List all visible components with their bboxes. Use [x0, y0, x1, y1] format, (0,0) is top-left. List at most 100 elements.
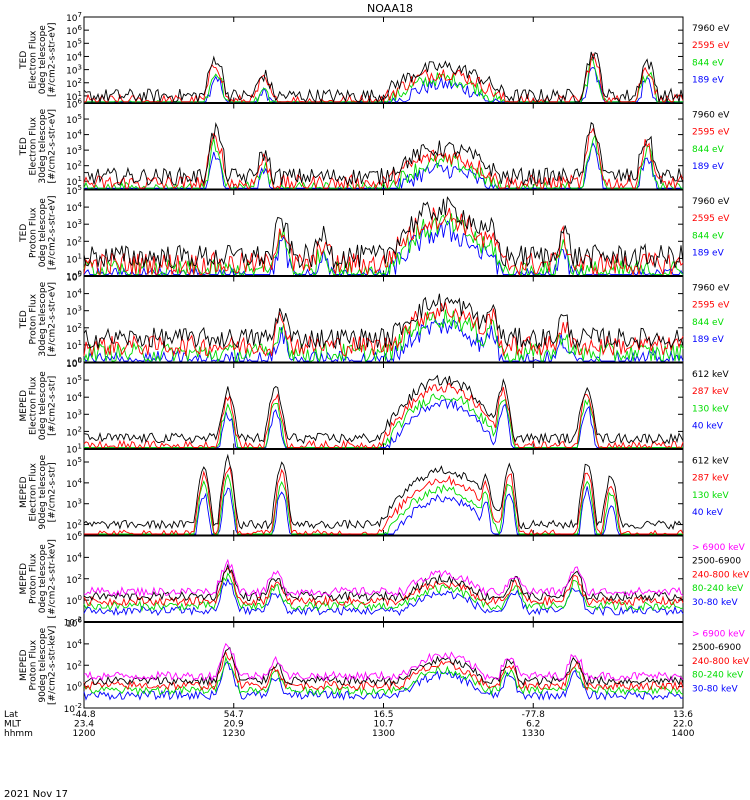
- legend-entry: 7960 eV: [692, 197, 730, 207]
- y-axis-label-line: 0deg telescope: [38, 371, 48, 441]
- series-line-red: [83, 651, 684, 692]
- y-tick-label: 107: [66, 11, 82, 24]
- legend-entry: 612 keV: [692, 457, 729, 467]
- legend-entry: > 6900 keV: [692, 630, 746, 640]
- panel-2: 101 102 103 104 105 106 TED Electron Flux 30deg …: [19, 98, 730, 190]
- legend-entry: 844 eV: [692, 145, 725, 155]
- y-tick-label: 104: [66, 638, 82, 651]
- x-tick-label: 1330: [522, 729, 545, 739]
- legend-entry: 2595 eV: [692, 41, 730, 51]
- y-tick-label: 104: [66, 50, 82, 63]
- y-tick-label: 101: [66, 90, 82, 103]
- panel-3: 100 101 102 103 104 105 TED Proton Flux 0deg tel…: [19, 184, 731, 283]
- y-tick-label: 105: [66, 37, 82, 50]
- y-axis-label-line: TED: [19, 224, 29, 243]
- y-axis-label-line: Proton Flux: [28, 639, 38, 690]
- y-axis-label-line: [#/cm2-s-str-eV]: [47, 109, 57, 184]
- x-axis-row-label: MLT: [4, 720, 22, 730]
- legend-entry: 30-80 keV: [692, 684, 738, 694]
- y-axis-label-line: [#/cm2-s-str-eV]: [47, 282, 57, 357]
- y-tick-label: 101: [66, 175, 82, 188]
- panel-5: 101 102 103 104 105 106 MEPED Electron Flux 0deg…: [19, 357, 730, 456]
- x-tick-label: 1400: [672, 729, 695, 739]
- series-line-red: [83, 302, 684, 357]
- y-axis-label-line: 0deg telescope: [38, 25, 48, 95]
- y-tick-label: 103: [66, 144, 82, 157]
- legend-entry: 2500-6900: [692, 557, 741, 567]
- series-line-green: [83, 213, 684, 277]
- y-axis-label-line: Proton Flux: [28, 553, 38, 604]
- legend-entry: 7960 eV: [692, 111, 730, 121]
- y-axis-label-line: TED: [19, 310, 29, 329]
- panel-7: 10-2 100 102 104 106 MEPED Proton Flux 0deg tel…: [19, 530, 750, 629]
- y-tick-label: 104: [66, 551, 82, 564]
- y-tick-label: 100: [66, 681, 82, 694]
- y-tick-label: 106: [66, 357, 82, 370]
- legend-entry: 240-800 keV: [692, 657, 750, 667]
- panel-4: 100 101 102 103 104 105 TED Proton Flux 30deg te…: [19, 271, 731, 370]
- y-tick-label: 102: [66, 659, 82, 672]
- legend-entry: 40 keV: [692, 508, 724, 518]
- y-tick-label: 106: [66, 530, 82, 543]
- x-tick-label: 1200: [73, 729, 96, 739]
- series-line-red: [83, 127, 684, 190]
- series-line-green: [83, 572, 684, 613]
- x-tick-label: -44.8: [72, 710, 96, 720]
- y-axis-label-line: Proton Flux: [28, 293, 38, 344]
- y-tick-label: 105: [66, 374, 82, 387]
- series-line-black: [83, 374, 684, 445]
- legend-entry: 130 keV: [692, 404, 729, 414]
- y-axis-label-line: MEPED: [19, 390, 29, 422]
- legend-entry: 189 eV: [692, 335, 725, 345]
- date-stamp: 2021 Nov 17: [4, 789, 68, 800]
- y-axis-label-line: 30deg telescope: [38, 108, 48, 183]
- legend-entry: 30-80 keV: [692, 598, 738, 608]
- x-tick-label: 13.6: [673, 710, 693, 720]
- series-line-black: [83, 453, 684, 530]
- legend-entry: 7960 eV: [692, 284, 730, 294]
- y-tick-label: 104: [66, 477, 82, 490]
- x-tick-label: 6.2: [526, 720, 540, 730]
- y-axis-label-line: Electron Flux: [28, 116, 38, 175]
- y-axis-label-line: 90deg telescope: [38, 454, 48, 529]
- legend-entry: 2595 eV: [692, 214, 730, 224]
- y-tick-label: 105: [66, 456, 82, 469]
- y-tick-label: 106: [66, 617, 82, 630]
- y-tick-label: 102: [66, 77, 82, 90]
- x-axis-table: LatMLThhmm-44.823.4120054.720.9123016.51…: [4, 710, 695, 739]
- y-tick-label: 105: [66, 271, 82, 284]
- x-tick-label: 10.7: [373, 720, 393, 730]
- x-tick-label: 1300: [372, 729, 395, 739]
- y-tick-label: 103: [66, 408, 82, 421]
- panel-frame: [83, 189, 684, 276]
- series-line-black: [83, 293, 684, 350]
- y-tick-label: 101: [66, 252, 82, 265]
- y-axis-label-line: [#/cm2-s-str-keV]: [47, 626, 57, 705]
- series-line-black: [83, 196, 684, 269]
- series-line-black: [83, 121, 684, 186]
- y-tick-label: 100: [66, 356, 82, 369]
- y-axis-label-line: Electron Flux: [28, 376, 38, 435]
- legend-entry: 2595 eV: [692, 128, 730, 138]
- figure-title: NOAA18: [367, 2, 413, 15]
- series-line-black: [83, 646, 684, 687]
- legend-entry: 2595 eV: [692, 301, 730, 311]
- legend-entry: 844 eV: [692, 318, 725, 328]
- y-axis-label-line: MEPED: [19, 563, 29, 595]
- x-tick-label: 54.7: [224, 710, 244, 720]
- y-axis-label-line: Electron Flux: [28, 30, 38, 89]
- legend-entry: 189 eV: [692, 248, 725, 258]
- y-tick-label: 104: [66, 288, 82, 301]
- y-tick-label: 102: [66, 160, 82, 173]
- legend-entry: 2500-6900: [692, 643, 741, 653]
- series-line-blue: [83, 660, 684, 701]
- y-tick-label: 103: [66, 218, 82, 231]
- y-axis-label-line: MEPED: [19, 476, 29, 508]
- legend-entry: 287 keV: [692, 387, 729, 397]
- panel-frame: [83, 622, 684, 709]
- y-axis-label-line: 0deg telescope: [38, 198, 48, 268]
- legend-entry: 189 eV: [692, 162, 725, 172]
- series-line-red: [83, 382, 684, 450]
